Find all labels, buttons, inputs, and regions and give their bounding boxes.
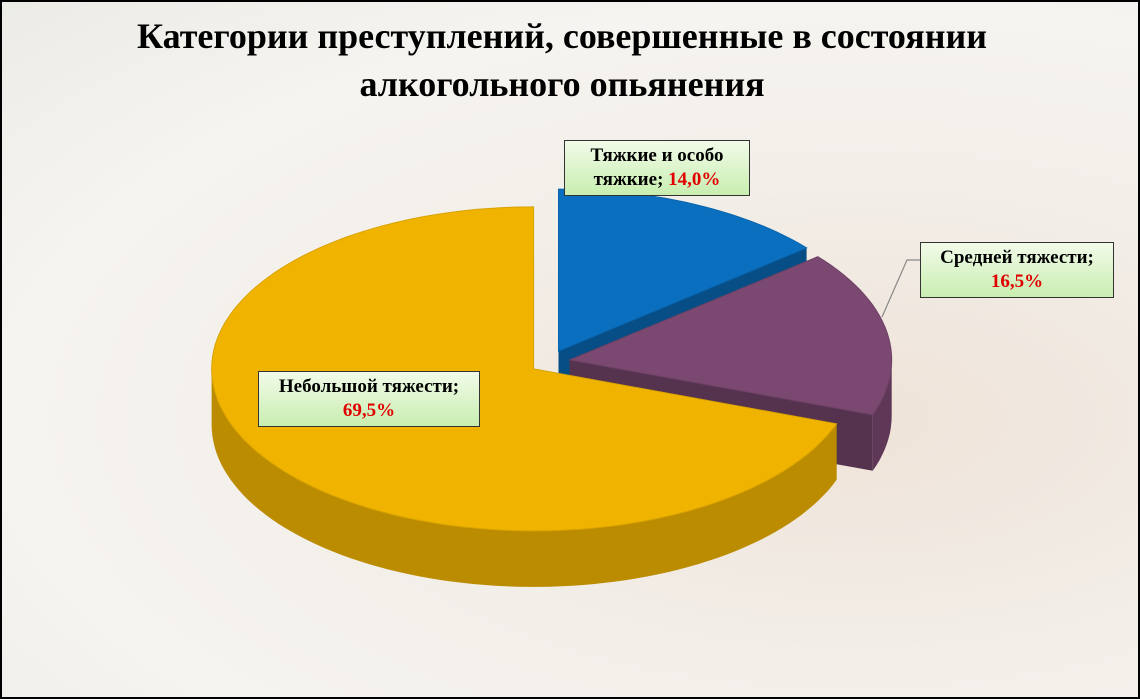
data-label: Тяжкие и особо тяжкие; 14,0% (564, 140, 750, 196)
chart-title: Категории преступлений, совершенные в со… (137, 16, 987, 104)
slice (211, 206, 838, 532)
label-separator: ; (452, 376, 460, 397)
slice (567, 256, 893, 416)
pie (211, 188, 893, 587)
label-value: 14,0% (668, 169, 721, 190)
label-category: Тяжкие и особо тяжкие (590, 145, 724, 190)
label-separator: ; (1087, 247, 1094, 268)
label-category: Небольшой тяжести (278, 376, 453, 397)
label-value: 16,5% (990, 271, 1044, 292)
slice-side (211, 368, 837, 587)
data-label: Небольшой тяжести; 69,5% (258, 371, 480, 427)
data-label: Средней тяжести; 16,5% (920, 242, 1114, 298)
slice-side (872, 359, 892, 471)
leader-line (881, 259, 920, 318)
label-value: 69,5% (342, 400, 396, 421)
label-category: Средней тяжести (940, 247, 1088, 268)
label-separator: ; (657, 169, 664, 190)
